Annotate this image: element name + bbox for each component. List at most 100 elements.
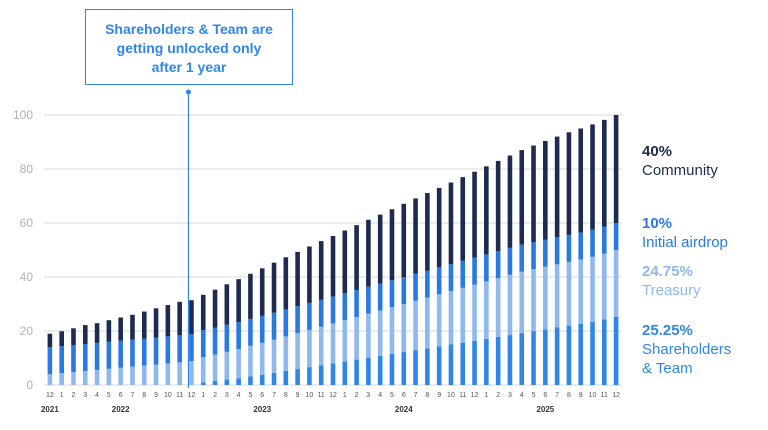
bar-segment-community	[212, 289, 218, 328]
bar-segment-shareholders-team	[271, 372, 277, 385]
bar-segment-shareholders-team	[566, 325, 572, 385]
bar-segment-community	[236, 279, 241, 323]
x-month-tick-label: 1	[201, 392, 205, 399]
x-month-tick-label: 5	[532, 392, 536, 399]
bar-segment-treasury	[71, 372, 76, 385]
bar-segment-initial-airdrop	[118, 340, 123, 368]
x-month-tick-label: 3	[225, 392, 229, 399]
y-tick-label: 80	[20, 162, 34, 176]
bar-segment-shareholders-team	[495, 336, 501, 385]
bar-segment-initial-airdrop	[94, 342, 100, 370]
bar-segment-initial-airdrop	[519, 244, 525, 272]
legend-percent: 24.75%	[642, 263, 693, 280]
x-month-tick-label: 2	[496, 392, 500, 399]
callout-line: getting unlocked only	[116, 40, 262, 56]
bar-segment-initial-airdrop	[566, 234, 572, 262]
x-month-tick-label: 5	[390, 392, 394, 399]
bar-segment-treasury	[554, 264, 560, 328]
bar-segment-initial-airdrop	[130, 339, 135, 367]
bar-segment-community	[377, 214, 383, 284]
bar-segment-community	[141, 311, 147, 339]
bar-segment-initial-airdrop	[354, 289, 359, 317]
x-month-tick-label: 10	[164, 392, 172, 399]
bar-segment-initial-airdrop	[507, 247, 513, 275]
legend-label: Community	[642, 162, 718, 179]
x-month-tick-label: 11	[601, 392, 608, 399]
bar-segment-shareholders-team	[519, 333, 525, 385]
legend-label: & Team	[642, 360, 693, 377]
x-month-tick-label: 1	[484, 392, 488, 399]
bar-segment-initial-airdrop	[330, 296, 336, 324]
bar-segment-treasury	[94, 369, 100, 385]
bar-segment-treasury	[602, 253, 607, 320]
x-month-tick-label: 10	[306, 392, 314, 399]
bar-segment-treasury	[47, 374, 53, 385]
x-month-tick-label: 6	[543, 392, 547, 399]
bar-segment-initial-airdrop	[248, 318, 253, 346]
bar-segment-shareholders-team	[543, 329, 548, 385]
y-tick-label: 40	[20, 270, 34, 284]
bar-segment-treasury	[590, 256, 595, 322]
x-year-label: 2021	[41, 405, 59, 414]
bar-segment-treasury	[507, 274, 513, 336]
bar-segment-shareholders-team	[377, 355, 383, 385]
bar-segment-community	[248, 273, 253, 319]
bar-segment-treasury	[389, 307, 395, 354]
x-month-tick-label: 3	[366, 392, 370, 399]
bar-segment-initial-airdrop	[271, 312, 277, 340]
bar-segment-treasury	[212, 354, 218, 381]
bar-segment-community	[413, 198, 418, 274]
bar-segment-treasury	[307, 329, 312, 368]
bar-segment-initial-airdrop	[236, 322, 241, 350]
bar-segment-treasury	[130, 366, 135, 385]
bar-segment-treasury	[401, 304, 407, 353]
bar-segment-community	[271, 262, 277, 313]
bar-segment-treasury	[259, 342, 265, 375]
bar-segment-shareholders-team	[507, 335, 513, 385]
bar-segment-community	[295, 251, 300, 307]
bar-segment-treasury	[354, 316, 359, 360]
bar-segment-community	[224, 284, 230, 325]
bar-segment-initial-airdrop	[377, 283, 383, 311]
legend-percent: 10%	[642, 215, 673, 232]
bar-segment-community	[106, 320, 112, 342]
x-month-tick-label: 6	[260, 392, 264, 399]
bar-segment-initial-airdrop	[307, 302, 312, 330]
bar-segment-shareholders-team	[248, 376, 253, 385]
bar-segment-community	[342, 230, 348, 294]
bar-segment-initial-airdrop	[259, 315, 265, 343]
bar-segment-treasury	[200, 357, 206, 383]
bar-segment-treasury	[366, 313, 371, 358]
legend-label: Shareholders	[642, 341, 732, 358]
bar-segment-treasury	[531, 269, 536, 332]
bar-segment-community	[495, 160, 501, 252]
legend-label: Treasury	[642, 282, 701, 299]
bar-segment-treasury	[106, 368, 112, 385]
bar-segment-community	[472, 171, 477, 258]
bar-segment-community	[200, 294, 206, 331]
bar-segment-shareholders-team	[354, 359, 359, 385]
x-month-tick-label: 5	[248, 392, 252, 399]
y-tick-label: 60	[20, 216, 34, 230]
x-month-tick-label: 1	[343, 392, 347, 399]
bar-segment-treasury	[413, 300, 418, 351]
x-month-tick-label: 7	[555, 392, 559, 399]
bar-segment-community	[130, 314, 135, 340]
bar-segment-treasury	[59, 373, 64, 385]
bar-segment-initial-airdrop	[389, 280, 395, 308]
bar-segment-treasury	[472, 284, 477, 341]
bar-segment-initial-airdrop	[342, 293, 348, 321]
bar-segment-initial-airdrop	[71, 345, 76, 373]
bar-segment-community	[389, 209, 395, 281]
bar-segment-community	[118, 317, 123, 341]
bar-segment-initial-airdrop	[153, 337, 159, 365]
bar-segment-initial-airdrop	[436, 267, 442, 295]
x-month-tick-label: 2	[213, 392, 217, 399]
bar-segment-treasury	[342, 320, 348, 362]
x-month-tick-label: 8	[142, 392, 146, 399]
bar-segment-community	[354, 225, 359, 290]
bar-segment-community	[59, 331, 64, 347]
legend-label: Initial airdrop	[642, 234, 728, 251]
legend-community: 40% Community	[642, 143, 718, 180]
bar-segment-shareholders-team	[413, 350, 418, 385]
